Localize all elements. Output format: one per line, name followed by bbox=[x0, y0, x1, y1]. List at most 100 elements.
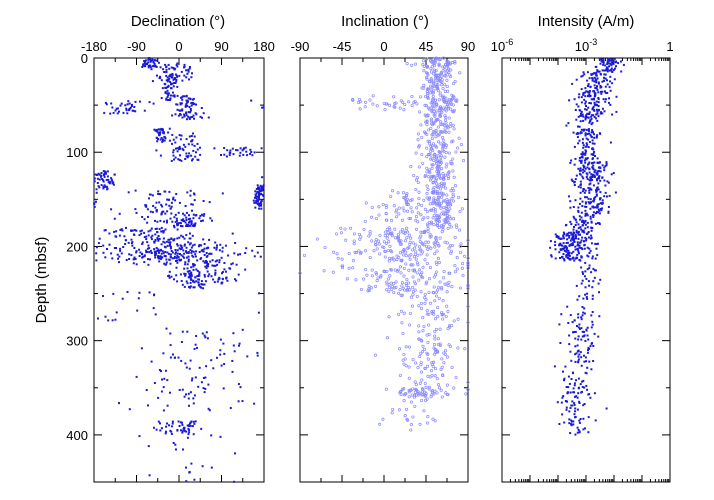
data-point bbox=[578, 430, 581, 433]
data-point bbox=[437, 98, 441, 102]
data-point bbox=[404, 345, 408, 349]
data-point bbox=[573, 145, 576, 148]
data-point bbox=[562, 253, 565, 255]
data-point bbox=[572, 387, 575, 390]
data-point bbox=[172, 67, 175, 70]
data-point bbox=[163, 377, 166, 380]
data-point bbox=[172, 138, 175, 141]
data-point bbox=[584, 117, 587, 119]
data-point bbox=[584, 196, 586, 199]
data-point bbox=[590, 271, 593, 274]
data-point bbox=[451, 97, 455, 101]
data-point bbox=[601, 112, 604, 115]
data-point bbox=[358, 100, 362, 104]
data-point bbox=[193, 281, 196, 284]
data-point bbox=[169, 97, 172, 100]
data-point bbox=[449, 189, 453, 193]
data-point bbox=[112, 181, 115, 184]
data-point bbox=[185, 480, 188, 483]
data-point bbox=[191, 254, 194, 257]
data-point bbox=[587, 338, 590, 341]
data-point bbox=[113, 217, 116, 220]
data-point bbox=[195, 103, 197, 106]
data-point bbox=[160, 390, 163, 393]
y-axis-label: Depth (mbsf) bbox=[33, 237, 50, 324]
data-point bbox=[225, 155, 228, 158]
data-point bbox=[432, 343, 437, 347]
data-point bbox=[574, 337, 577, 340]
data-point bbox=[594, 206, 597, 209]
data-point bbox=[118, 234, 121, 237]
data-point bbox=[141, 253, 144, 256]
data-point bbox=[576, 408, 579, 411]
data-point bbox=[424, 94, 428, 99]
data-point bbox=[397, 239, 401, 243]
data-point bbox=[192, 255, 195, 258]
data-point bbox=[433, 374, 437, 378]
data-point bbox=[168, 258, 171, 261]
data-point bbox=[598, 177, 600, 180]
data-point bbox=[421, 316, 425, 320]
data-point bbox=[126, 103, 129, 106]
data-point bbox=[576, 431, 579, 434]
data-point bbox=[176, 108, 179, 111]
data-point bbox=[165, 68, 168, 71]
data-point bbox=[387, 289, 391, 293]
data-point bbox=[440, 130, 444, 134]
data-point bbox=[203, 273, 206, 276]
data-point bbox=[164, 91, 167, 94]
data-point bbox=[582, 219, 584, 222]
data-point bbox=[184, 105, 187, 108]
data-point bbox=[170, 83, 172, 86]
data-point bbox=[200, 280, 203, 283]
data-point bbox=[176, 94, 179, 97]
data-point bbox=[199, 285, 202, 288]
data-point bbox=[153, 128, 156, 131]
data-point bbox=[95, 191, 98, 194]
data-point bbox=[222, 387, 225, 390]
data-point bbox=[452, 81, 456, 85]
data-point bbox=[172, 91, 174, 94]
data-point bbox=[410, 198, 414, 202]
data-point bbox=[196, 142, 199, 145]
data-point bbox=[211, 259, 214, 262]
data-point bbox=[111, 257, 114, 260]
data-point bbox=[323, 245, 327, 250]
data-point bbox=[421, 161, 425, 165]
data-point bbox=[578, 295, 581, 298]
data-point bbox=[436, 185, 440, 190]
data-point bbox=[581, 156, 584, 159]
data-point bbox=[599, 62, 602, 65]
data-point bbox=[420, 86, 424, 90]
data-point bbox=[151, 59, 154, 62]
data-point bbox=[191, 72, 193, 75]
data-point bbox=[582, 417, 585, 420]
data-point bbox=[226, 279, 229, 282]
data-point bbox=[586, 90, 589, 93]
data-point bbox=[420, 390, 424, 394]
data-point bbox=[444, 121, 448, 125]
data-point bbox=[568, 410, 571, 413]
data-point bbox=[466, 283, 470, 287]
data-point bbox=[605, 407, 608, 410]
data-point bbox=[188, 272, 191, 275]
data-point bbox=[146, 221, 149, 224]
data-point bbox=[432, 68, 436, 72]
data-point bbox=[166, 95, 169, 98]
data-point bbox=[185, 216, 188, 219]
data-point bbox=[590, 314, 593, 317]
data-point bbox=[563, 247, 566, 250]
data-point bbox=[177, 114, 180, 117]
data-point bbox=[154, 65, 157, 68]
data-point bbox=[573, 331, 575, 333]
data-point bbox=[414, 178, 418, 182]
data-point bbox=[185, 393, 187, 396]
data-point bbox=[191, 224, 194, 227]
data-point bbox=[446, 176, 450, 181]
data-point bbox=[237, 383, 240, 385]
data-point bbox=[178, 258, 181, 261]
data-point bbox=[159, 219, 162, 222]
data-point bbox=[148, 101, 151, 104]
data-point bbox=[382, 101, 386, 105]
data-point bbox=[431, 84, 435, 88]
